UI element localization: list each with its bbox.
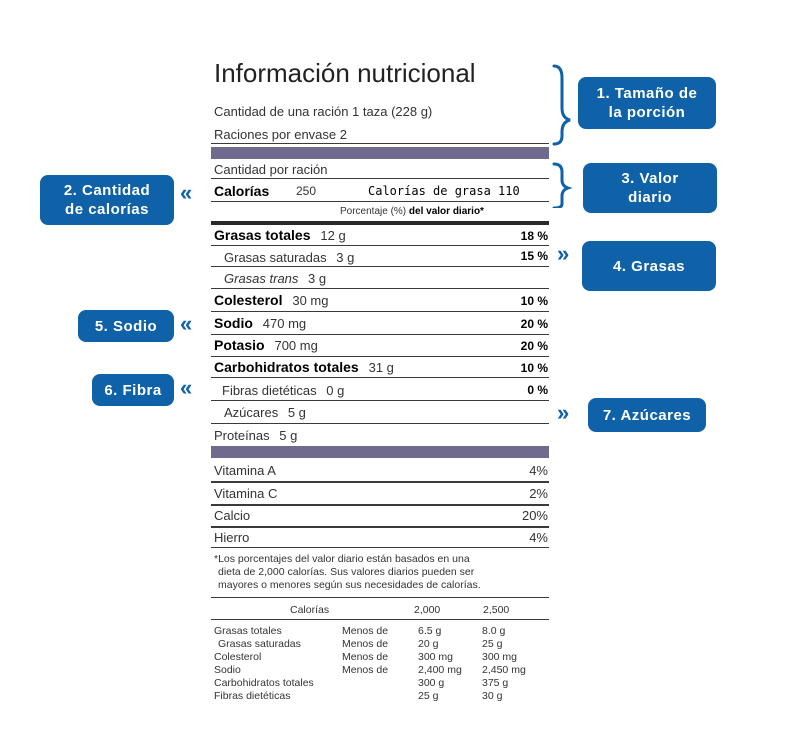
callout-serving-size: 1. Tamaño de la porción xyxy=(578,77,716,129)
table-row-v1: 300 g xyxy=(418,677,445,689)
divider xyxy=(211,423,549,424)
pct-calcium: 20% xyxy=(521,508,548,523)
table-row-qualifier: Menos de xyxy=(342,638,389,650)
pct-fiber: 0 % xyxy=(527,383,548,397)
pct-potassium: 20 % xyxy=(520,339,548,353)
table-row-name: Fibras dietéticas xyxy=(214,690,291,702)
row-sodium: Sodio 470 mg xyxy=(214,315,307,331)
footnote-line-2: dieta de 2,000 calorías. Sus valores dia… xyxy=(218,566,475,578)
callout-sodium: 5. Sodio xyxy=(78,310,174,342)
calories-label: Calorías xyxy=(214,183,270,199)
table-row-name: Sodio xyxy=(214,664,241,676)
table-header-2500: 2,500 xyxy=(483,604,510,616)
divider xyxy=(211,266,549,267)
row-total-carbs: Carbohidratos totales 31 g xyxy=(214,359,394,375)
callout-fiber: 6. Fibra xyxy=(92,374,174,406)
fat-calories: Calorías de grasa 110 xyxy=(368,184,520,198)
table-row-name: Grasas saturadas xyxy=(218,638,301,650)
label-title: Información nutricional xyxy=(214,58,476,88)
divider xyxy=(211,178,549,179)
divider xyxy=(211,288,549,289)
table-row-v1: 2,400 mg xyxy=(418,664,462,676)
chevron-left-icon: « xyxy=(180,311,193,336)
table-row-qualifier: Menos de xyxy=(342,651,389,663)
thick-band-top xyxy=(211,147,549,159)
row-sugars: Azúcares 5 g xyxy=(224,405,306,420)
pct-cholesterol: 10 % xyxy=(520,294,548,308)
footnote-line-1: *Los porcentajes del valor diario están … xyxy=(214,553,470,565)
row-total-fat: Grasas totales 12 g xyxy=(214,227,346,243)
vitamin-c: Vitamina C xyxy=(214,486,278,501)
pct-saturated-fat: 15 % xyxy=(520,249,548,263)
divider xyxy=(211,597,549,598)
calories-value: 250 xyxy=(296,184,317,198)
pct-sodium: 20 % xyxy=(520,317,548,331)
divider xyxy=(211,526,549,528)
divider xyxy=(211,334,549,335)
table-row-name: Carbohidratos totales xyxy=(214,677,314,689)
divider xyxy=(211,377,549,378)
table-row-v1: 6.5 g xyxy=(418,625,442,637)
serving-size: Cantidad de una ración 1 taza (228 g) xyxy=(214,104,433,119)
table-row-v2: 300 mg xyxy=(482,651,518,663)
chevron-right-icon: » xyxy=(557,241,570,266)
pct-vitamin-c: 2% xyxy=(529,486,548,501)
table-row-qualifier: Menos de xyxy=(342,664,389,676)
divider xyxy=(211,245,549,246)
thick-divider xyxy=(211,221,549,225)
chevron-right-icon: » xyxy=(557,400,570,425)
row-cholesterol: Colesterol 30 mg xyxy=(214,292,329,308)
table-row-v1: 25 g xyxy=(418,690,439,702)
brace-icon xyxy=(552,64,573,208)
chevron-left-icon: « xyxy=(180,375,193,400)
row-trans-fat: Grasas trans 3 g xyxy=(224,271,327,286)
table-row-v2: 375 g xyxy=(482,677,509,689)
servings-per-container: Raciones por envase 2 xyxy=(214,127,347,142)
pct-iron: 4% xyxy=(529,530,548,545)
divider xyxy=(211,356,549,357)
table-row-v2: 30 g xyxy=(482,690,503,702)
divider xyxy=(211,201,549,202)
table-row-qualifier: Menos de xyxy=(342,625,389,637)
calcium: Calcio xyxy=(214,508,251,523)
callout-daily-value: 3. Valor diario xyxy=(583,163,717,213)
table-row-v2: 25 g xyxy=(482,638,503,650)
table-row-v2: 2,450 mg xyxy=(482,664,526,676)
table-row-name: Colesterol xyxy=(214,651,262,663)
callout-sugars: 7. Azúcares xyxy=(588,398,706,432)
divider xyxy=(211,547,549,548)
footnote-line-3: mayores o menores según sus necesidades … xyxy=(218,579,481,591)
divider xyxy=(211,619,549,620)
divider xyxy=(211,481,549,483)
iron: Hierro xyxy=(214,530,250,545)
pct-vitamin-a: 4% xyxy=(529,463,548,478)
table-row-name: Grasas totales xyxy=(214,625,282,637)
thick-band-vitamins xyxy=(211,446,549,458)
callout-calories: 2. Cantidad de calorías xyxy=(40,175,174,225)
row-saturated-fat: Grasas saturadas 3 g xyxy=(224,250,355,265)
pct-total-fat: 18 % xyxy=(520,229,548,243)
divider xyxy=(211,311,549,312)
divider xyxy=(211,504,549,506)
row-protein: Proteínas 5 g xyxy=(214,428,298,443)
callout-fats: 4. Grasas xyxy=(582,241,716,291)
vitamin-a: Vitamina A xyxy=(214,463,276,478)
table-row-v1: 300 mg xyxy=(418,651,454,663)
table-row-v2: 8.0 g xyxy=(482,625,506,637)
daily-value-header: Porcentaje (%) del valor diario* xyxy=(340,206,484,217)
pct-total-carbs: 10 % xyxy=(520,361,548,375)
table-header-calories: Calorías xyxy=(290,604,330,616)
chevron-left-icon: « xyxy=(180,180,193,205)
row-potassium: Potasio 700 mg xyxy=(214,337,318,353)
table-header-2000: 2,000 xyxy=(414,604,441,616)
row-fiber: Fibras dietéticas 0 g xyxy=(222,383,345,398)
divider xyxy=(211,143,549,144)
table-row-v1: 20 g xyxy=(418,638,439,650)
amount-per-serving: Cantidad por ración xyxy=(214,162,328,177)
divider xyxy=(211,400,549,401)
